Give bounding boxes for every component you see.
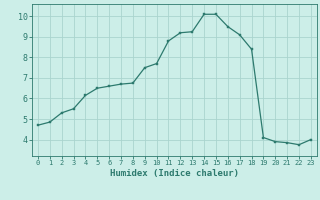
X-axis label: Humidex (Indice chaleur): Humidex (Indice chaleur)	[110, 169, 239, 178]
